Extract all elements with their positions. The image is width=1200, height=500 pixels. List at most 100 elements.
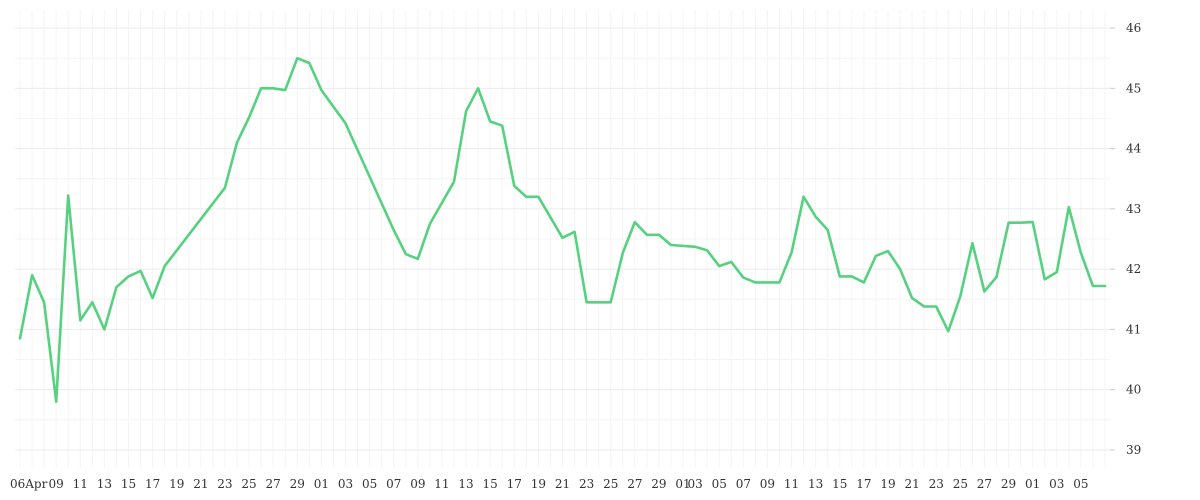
data-point (91, 301, 93, 303)
data-point (911, 297, 913, 299)
x-tick-label: 07 (386, 477, 401, 491)
data-point (1044, 278, 1046, 280)
x-tick-label: 23 (929, 477, 944, 491)
data-point (477, 87, 479, 89)
data-point (296, 57, 298, 59)
data-point (935, 305, 937, 307)
y-tick-label: 40 (1126, 383, 1141, 397)
data-point (453, 181, 455, 183)
x-tick-label: 03 (338, 477, 353, 491)
data-point (272, 87, 274, 89)
data-point (79, 319, 81, 321)
data-point (284, 89, 286, 91)
data-point (730, 261, 732, 263)
data-point (971, 242, 973, 244)
x-tick-label: 13 (808, 477, 823, 491)
x-tick-label: 25 (953, 477, 968, 491)
data-point (489, 120, 491, 122)
data-point (55, 401, 57, 403)
data-point (694, 246, 696, 248)
data-point (537, 196, 539, 198)
x-tick-label: 17 (856, 477, 871, 491)
data-point (1007, 222, 1009, 224)
data-point (19, 337, 21, 339)
data-point (622, 252, 624, 254)
data-point (31, 274, 33, 276)
data-point (513, 185, 515, 187)
data-point (405, 253, 407, 255)
data-point (802, 196, 804, 198)
x-axis: 06Apr 09 11 13 15 17 19 21 23 25 27 29 01 03 05 07 09 11 1… (10, 477, 1089, 491)
x-tick-label: 05 (712, 477, 727, 491)
data-point (248, 116, 250, 118)
data-point (899, 268, 901, 270)
data-point (308, 62, 310, 64)
y-tick-label: 44 (1126, 142, 1142, 156)
data-point (585, 301, 587, 303)
x-tick-label: 25 (603, 477, 618, 491)
data-point (875, 255, 877, 257)
x-tick-label: 29 (651, 477, 666, 491)
data-point (923, 305, 925, 307)
data-point (887, 250, 889, 252)
x-tick-label: 21 (904, 477, 919, 491)
data-point (610, 301, 612, 303)
data-point (646, 234, 648, 236)
x-tick-label: 23 (579, 477, 594, 491)
data-point (983, 290, 985, 292)
x-tick-label: 07 (736, 477, 751, 491)
x-tick-label: 27 (266, 477, 281, 491)
data-point (790, 251, 792, 253)
data-point (43, 301, 45, 303)
data-point (127, 275, 129, 277)
y-axis: 39 40 41 42 43 44 45 46 (1110, 21, 1142, 457)
data-point (501, 125, 503, 127)
x-tick-label: 01 (675, 477, 690, 491)
x-tick-label: 23 (217, 477, 232, 491)
x-tick-label: 17 (145, 477, 160, 491)
data-point (995, 276, 997, 278)
data-point (718, 265, 720, 267)
x-tick-label: 15 (483, 477, 498, 491)
data-point (1032, 221, 1034, 223)
x-tick-label: 03 (687, 477, 702, 491)
x-tick-label: 21 (555, 477, 570, 491)
x-tick-label: 05 (362, 477, 377, 491)
data-point (224, 187, 226, 189)
data-point (465, 110, 467, 112)
x-tick-label: 29 (290, 477, 305, 491)
data-point (393, 229, 395, 231)
x-tick-label: 05 (1073, 477, 1088, 491)
data-point (1104, 285, 1106, 287)
y-tick-label: 41 (1126, 322, 1141, 336)
data-point (151, 297, 153, 299)
data-point (139, 270, 141, 272)
data-point (344, 122, 346, 124)
data-point (947, 330, 949, 332)
x-tick-label: 19 (531, 477, 546, 491)
x-tick-label: 11 (434, 477, 449, 491)
data-point (525, 196, 527, 198)
data-point (658, 234, 660, 236)
data-point (1019, 222, 1021, 224)
x-tick-label: 03 (1049, 477, 1064, 491)
x-tick-label: 06Apr (10, 477, 48, 491)
y-tick-label: 42 (1126, 262, 1141, 276)
data-point (851, 275, 853, 277)
data-point (573, 231, 575, 233)
data-point (754, 281, 756, 283)
y-tick-label: 45 (1126, 81, 1141, 95)
x-tick-label: 25 (241, 477, 256, 491)
data-point (778, 281, 780, 283)
data-point (766, 281, 768, 283)
data-point (320, 89, 322, 91)
data-point (706, 249, 708, 251)
data-point (164, 265, 166, 267)
x-tick-label: 21 (193, 477, 208, 491)
data-point (67, 194, 69, 196)
x-tick-label: 29 (1001, 477, 1016, 491)
x-tick-label: 17 (507, 477, 522, 491)
x-tick-label: 11 (784, 477, 799, 491)
data-point (959, 295, 961, 297)
